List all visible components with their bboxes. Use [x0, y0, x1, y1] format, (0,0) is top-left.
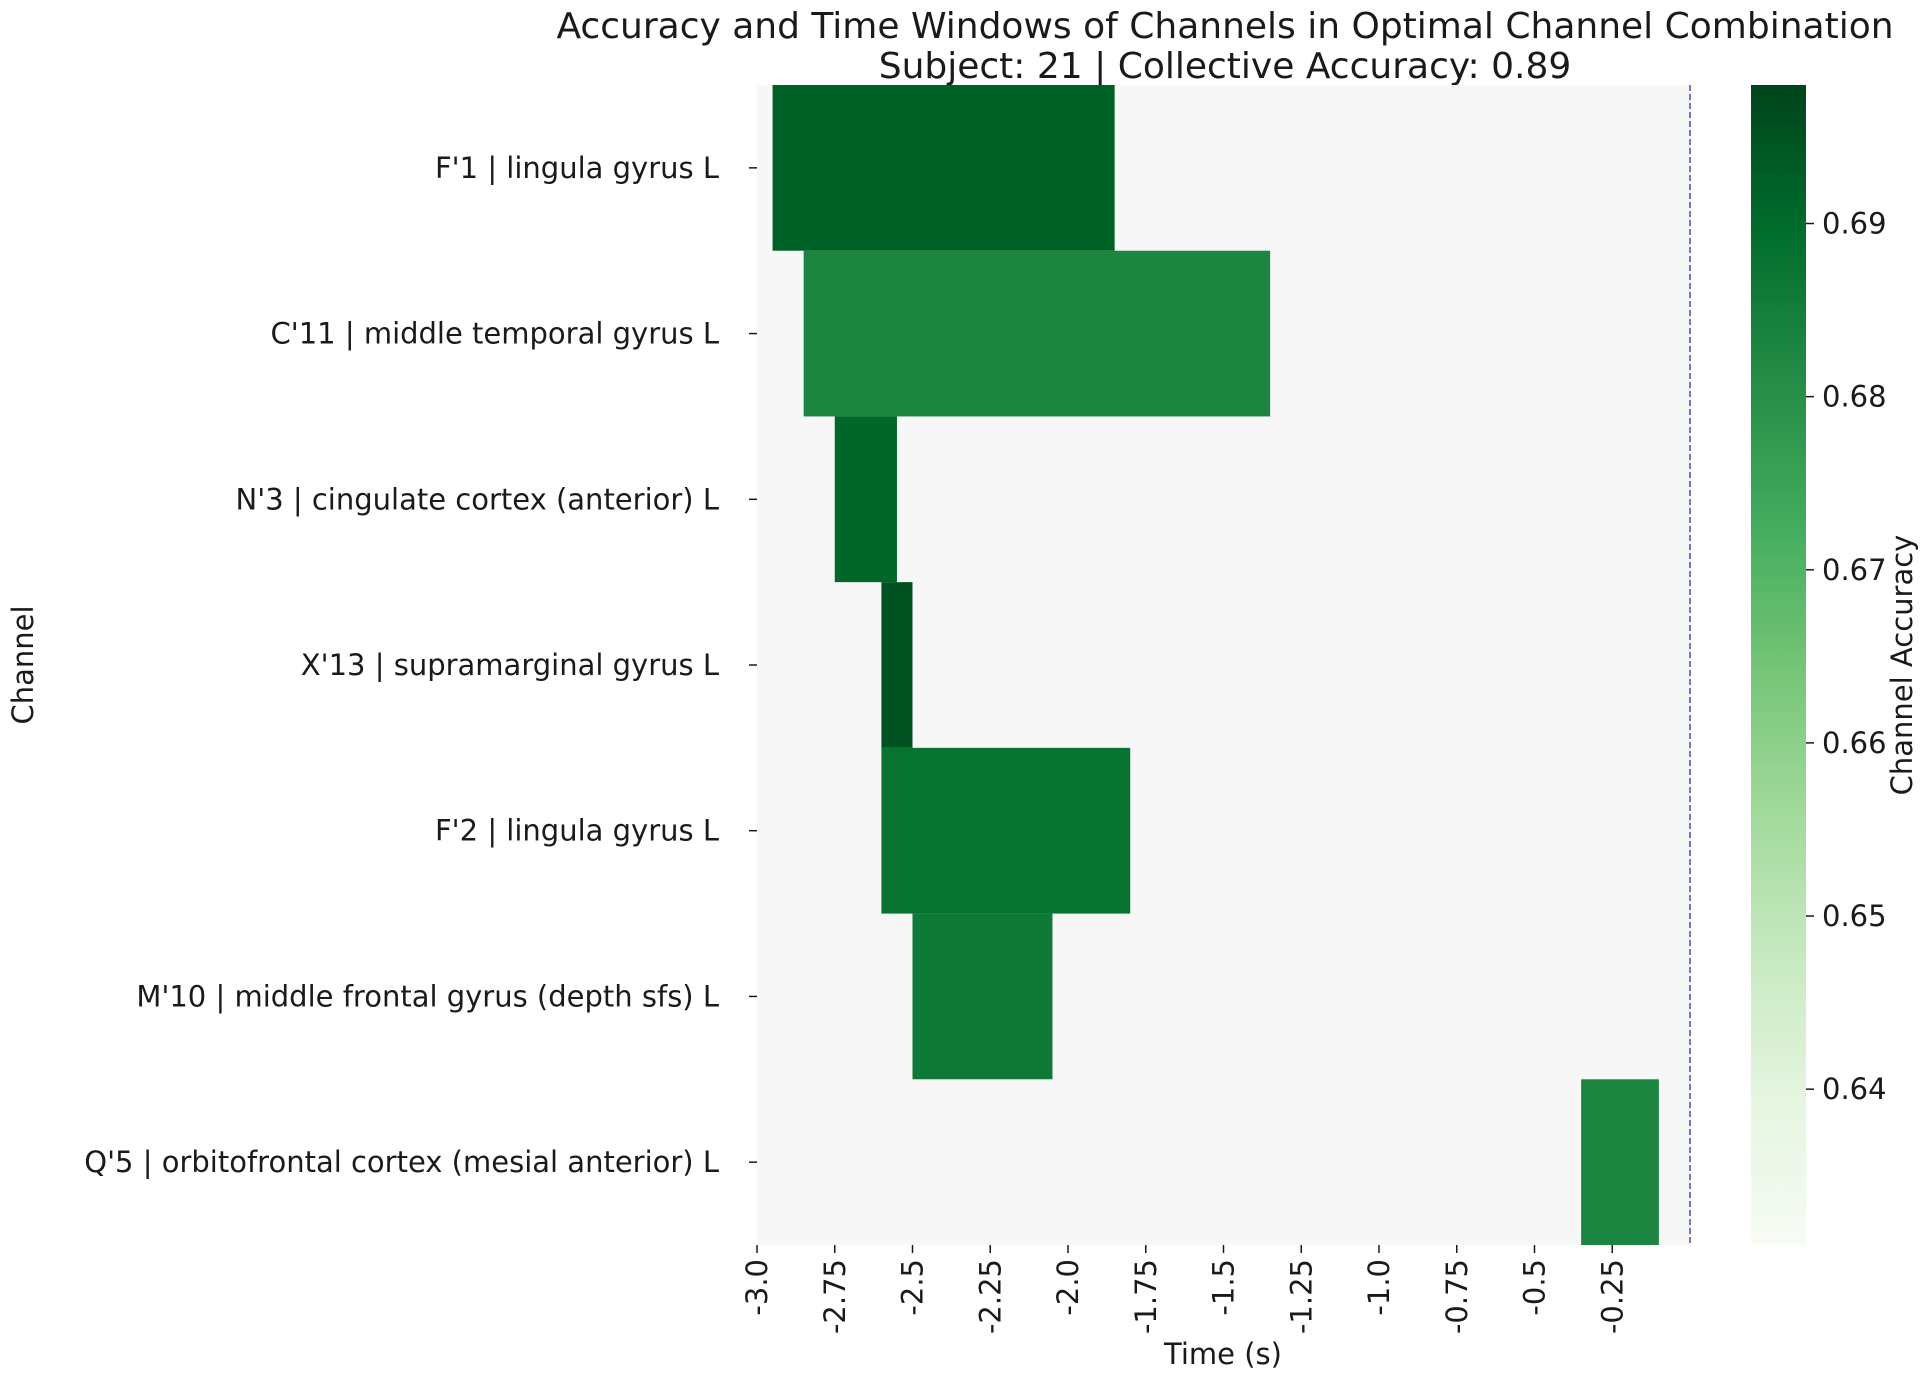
- y-tick-label: M'10 | middle frontal gyrus (depth sfs) …: [136, 979, 719, 1013]
- y-axis-label: Channel: [6, 605, 40, 724]
- x-tick-label: -2.5: [896, 1259, 930, 1316]
- heatmap-cell: [803, 250, 1271, 417]
- y-tick-label: N'3 | cingulate cortex (anterior) L: [236, 482, 719, 516]
- x-tick-label: -1.0: [1362, 1259, 1396, 1316]
- chart-title: Accuracy and Time Windows of Channels in…: [556, 6, 1893, 47]
- x-axis-label: Time (s): [1163, 1337, 1282, 1371]
- y-axis: F'1 | lingula gyrus L C'11 | middle tempo…: [84, 151, 757, 1179]
- x-tick-label: -1.5: [1207, 1259, 1241, 1316]
- colorbar: [1751, 85, 1806, 1245]
- y-tick-label: X'13 | supramarginal gyrus L: [301, 648, 719, 682]
- heatmap-cells: [772, 85, 1659, 1245]
- heatmap-cell: [834, 416, 897, 583]
- heatmap-cell: [912, 913, 1053, 1080]
- x-tick-label: -3.0: [740, 1259, 774, 1316]
- colorbar-label: Channel Accuracy: [1885, 535, 1919, 796]
- colorbar-tick-label: 0.65: [1822, 899, 1887, 933]
- x-axis: -3.0 -2.75 -2.5 -2.25 -2.0 -1.75 -1.5 -1.25 -1.0…: [740, 1245, 1629, 1334]
- x-tick-label: -2.0: [1051, 1259, 1085, 1316]
- x-tick-label: -2.75: [818, 1259, 852, 1334]
- x-tick-label: -1.75: [1129, 1259, 1163, 1334]
- colorbar-tick-label: 0.69: [1822, 207, 1887, 241]
- x-tick-label: -0.5: [1518, 1259, 1552, 1316]
- colorbar-tick-label: 0.68: [1822, 380, 1887, 414]
- y-tick-label: F'2 | lingula gyrus L: [435, 814, 719, 848]
- x-tick-label: -0.25: [1595, 1259, 1629, 1334]
- chart-subtitle: Subject: 21 | Collective Accuracy: 0.89: [879, 46, 1572, 87]
- colorbar-tick-label: 0.67: [1822, 553, 1887, 587]
- heatmap-cell: [881, 747, 1131, 914]
- x-tick-label: -1.25: [1284, 1259, 1318, 1334]
- y-tick-label: F'1 | lingula gyrus L: [435, 151, 719, 185]
- heatmap-cell: [1581, 1079, 1659, 1245]
- heatmap-cell: [881, 582, 913, 748]
- colorbar-tick-label: 0.66: [1822, 726, 1887, 760]
- colorbar-tick-label: 0.64: [1822, 1072, 1887, 1106]
- x-tick-label: -0.75: [1440, 1259, 1474, 1334]
- y-tick-label: Q'5 | orbitofrontal cortex (mesial anter…: [84, 1145, 719, 1179]
- x-tick-label: -2.25: [973, 1259, 1007, 1334]
- y-tick-label: C'11 | middle temporal gyrus L: [270, 317, 719, 351]
- heatmap-cell: [772, 85, 1115, 251]
- colorbar-ticks: 0.64 0.65 0.66 0.67 0.68 0.69: [1806, 207, 1887, 1106]
